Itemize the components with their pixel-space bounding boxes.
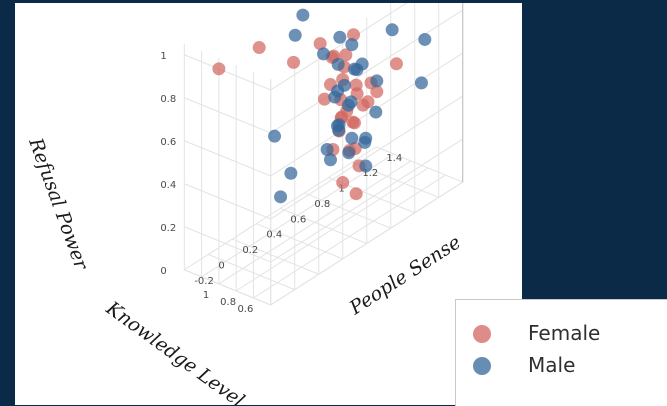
data-point-male[interactable] bbox=[332, 123, 346, 137]
data-point-female[interactable] bbox=[361, 95, 375, 109]
data-point-female[interactable] bbox=[347, 28, 361, 42]
side-wall-gridline bbox=[184, 54, 271, 91]
data-point-female[interactable] bbox=[389, 57, 403, 71]
y-tick-label: 0.6 bbox=[237, 304, 253, 315]
data-point-male[interactable] bbox=[323, 153, 337, 167]
side-wall-gridline bbox=[184, 183, 271, 220]
data-point-female[interactable] bbox=[252, 41, 266, 55]
data-point-male[interactable] bbox=[369, 105, 383, 119]
grid-layer bbox=[183, 3, 464, 306]
y-axis-title: Knowledge Level bbox=[101, 297, 248, 405]
data-point-male[interactable] bbox=[331, 57, 345, 71]
data-point-male[interactable] bbox=[414, 76, 428, 90]
data-point-male[interactable] bbox=[333, 30, 347, 44]
data-point-female[interactable] bbox=[336, 176, 350, 190]
floor-gridline bbox=[201, 153, 394, 278]
data-point-male[interactable] bbox=[296, 8, 310, 22]
scatter-3d-plot: 00.20.40.60.81-0.200.20.40.60.811.21.40.… bbox=[24, 3, 465, 405]
floor-gridline bbox=[232, 238, 319, 275]
z-tick-label: 0.4 bbox=[160, 180, 176, 191]
data-point-male[interactable] bbox=[345, 131, 359, 145]
data-point-male[interactable] bbox=[342, 146, 356, 160]
z-tick-label: 0.8 bbox=[160, 94, 176, 105]
x-tick-label: 0.8 bbox=[314, 199, 330, 210]
x-tick-label: 0.6 bbox=[290, 214, 306, 225]
data-point-male[interactable] bbox=[317, 47, 331, 61]
data-point-male[interactable] bbox=[341, 98, 355, 112]
x-tick-label: 0.2 bbox=[242, 245, 258, 256]
data-point-female[interactable] bbox=[339, 48, 353, 62]
y-tick-label: 0.8 bbox=[220, 297, 236, 308]
data-point-male[interactable] bbox=[385, 23, 399, 37]
data-point-male[interactable] bbox=[320, 142, 334, 156]
x-tick-label: 0 bbox=[218, 260, 224, 271]
y-tick-label: 1 bbox=[203, 290, 209, 301]
legend-item-female[interactable]: Female bbox=[456, 319, 656, 349]
floor-gridline bbox=[208, 253, 295, 291]
side-wall-gridline bbox=[184, 97, 271, 134]
floor-gridline bbox=[218, 160, 412, 285]
back-wall-gridline bbox=[270, 3, 408, 91]
data-point-female[interactable] bbox=[212, 62, 226, 76]
data-point-male[interactable] bbox=[274, 190, 288, 204]
data-point-female[interactable] bbox=[317, 92, 331, 106]
x-tick-label: 0.4 bbox=[266, 230, 282, 241]
x-tick-label: 1 bbox=[338, 184, 344, 195]
points-layer bbox=[212, 8, 432, 204]
legend: Female Male bbox=[455, 299, 667, 406]
data-point-male[interactable] bbox=[288, 28, 302, 42]
side-wall-gridline bbox=[184, 269, 271, 306]
data-point-male[interactable] bbox=[370, 74, 384, 88]
data-point-male[interactable] bbox=[284, 166, 298, 180]
legend-marker-male bbox=[473, 357, 491, 375]
floor-gridline bbox=[253, 174, 446, 299]
back-wall-gridline bbox=[270, 95, 463, 220]
z-tick-label: 0.6 bbox=[160, 137, 176, 148]
x-tick-label: 1.2 bbox=[362, 168, 378, 179]
x-tick-label: -0.2 bbox=[194, 276, 214, 287]
data-point-female[interactable] bbox=[349, 187, 363, 201]
data-point-female[interactable] bbox=[287, 55, 301, 69]
data-point-female[interactable] bbox=[313, 37, 327, 51]
data-point-male[interactable] bbox=[350, 63, 364, 77]
z-tick-label: 1 bbox=[160, 51, 166, 62]
floor-gridline bbox=[184, 146, 377, 271]
chart-panel: 0 0.2 0.4 0.6 0.8 1 -0.2 0 0.2 0.4 0.6 0.8 1 1.2 1.4 0.… bbox=[15, 3, 522, 405]
data-point-male[interactable] bbox=[359, 159, 373, 173]
legend-item-male[interactable]: Male bbox=[456, 351, 656, 381]
back-wall-gridline bbox=[270, 9, 463, 134]
x-tick-label: 1.4 bbox=[386, 153, 402, 164]
data-point-male[interactable] bbox=[345, 38, 359, 52]
floor-gridline bbox=[235, 167, 429, 292]
data-point-male[interactable] bbox=[418, 32, 432, 46]
data-point-male[interactable] bbox=[268, 129, 282, 143]
data-point-male[interactable] bbox=[358, 135, 372, 149]
legend-marker-female bbox=[473, 325, 491, 343]
tick-layer: 00.20.40.60.81-0.200.20.40.60.811.21.40.… bbox=[160, 51, 402, 315]
back-wall-gridline bbox=[270, 181, 463, 306]
legend-label-female: Female bbox=[528, 321, 601, 345]
legend-label-male: Male bbox=[528, 353, 576, 377]
z-tick-label: 0 bbox=[160, 266, 166, 277]
x-axis-title: People Sense bbox=[345, 231, 465, 320]
side-wall-gridline bbox=[184, 226, 271, 263]
z-tick-label: 0.2 bbox=[160, 223, 176, 234]
back-wall-gridline bbox=[270, 52, 463, 177]
data-point-male[interactable] bbox=[337, 78, 351, 92]
data-point-female[interactable] bbox=[347, 116, 361, 130]
back-wall-gridline bbox=[270, 138, 463, 263]
side-wall-gridline bbox=[184, 140, 271, 177]
z-axis-title: Refusal Power bbox=[24, 134, 93, 274]
